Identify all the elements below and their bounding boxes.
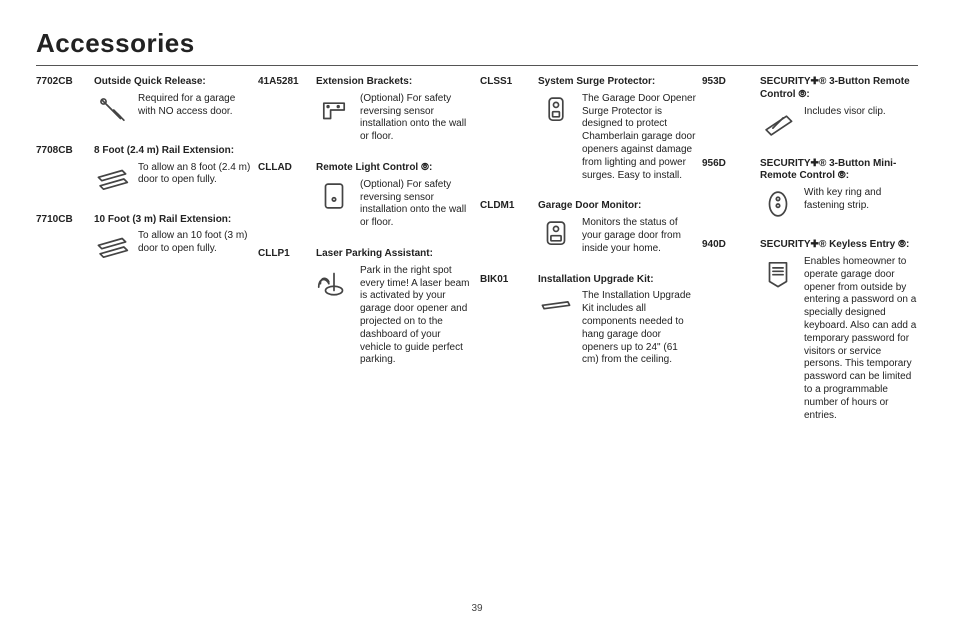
- page-title: Accessories: [36, 28, 918, 59]
- accessory-sku: 953D: [702, 76, 752, 140]
- accessory-body: SECURITY✚® 3-Button Remote Control ⦾: Inc…: [760, 76, 918, 140]
- accessory-row: To allow an 8 foot (2.4 m) door to open …: [94, 162, 252, 196]
- accessory-row: Enables homeowner to operate garage door…: [760, 256, 918, 422]
- accessory-body: System Surge Protector: The Garage Door O…: [538, 76, 696, 182]
- rail-icon: [94, 162, 130, 196]
- accessory-sku: CLSS1: [480, 76, 530, 182]
- accessory-row: (Optional) For safety reversing sensor i…: [316, 93, 474, 144]
- monitor-icon: [538, 217, 574, 251]
- accessory-sku: 7710CB: [36, 214, 86, 265]
- accessories-grid: 7702CB Outside Quick Release: Required for…: [36, 76, 918, 440]
- accessory-row: (Optional) For safety reversing sensor i…: [316, 179, 474, 230]
- accessory-name: 8 Foot (2.4 m) Rail Extension:: [94, 145, 252, 158]
- accessories-column: CLSS1 System Surge Protector: The Garage D…: [480, 76, 696, 440]
- accessory-description: The Installation Upgrade Kit includes al…: [582, 290, 696, 367]
- accessory-name: Remote Light Control ⦾:: [316, 162, 474, 175]
- accessory-description: Required for a garage with NO access doo…: [138, 93, 252, 119]
- accessory-body: Laser Parking Assistant: Park in the righ…: [316, 248, 474, 367]
- miniremote-icon: [760, 187, 796, 221]
- surge-icon: [538, 93, 574, 127]
- keypad-icon: [760, 256, 796, 290]
- accessory-description: (Optional) For safety reversing sensor i…: [360, 93, 474, 144]
- accessory-sku: CLLP1: [258, 248, 308, 367]
- kit-icon: [538, 290, 574, 324]
- accessory-body: Outside Quick Release: Required for a gar…: [94, 76, 252, 127]
- accessory-item: CLLP1 Laser Parking Assistant: Park in the…: [258, 248, 474, 367]
- accessory-row: To allow an 10 foot (3 m) door to open f…: [94, 230, 252, 264]
- accessory-description: Enables homeowner to operate garage door…: [804, 256, 918, 422]
- title-rule: [36, 65, 918, 66]
- accessory-item: BIK01 Installation Upgrade Kit: The Instal…: [480, 274, 696, 368]
- accessory-name: SECURITY✚® Keyless Entry ⦾:: [760, 239, 918, 252]
- accessory-body: SECURITY✚® 3-Button Mini-Remote Control …: [760, 158, 918, 222]
- accessories-column: 7702CB Outside Quick Release: Required for…: [36, 76, 252, 440]
- accessory-item: 956D SECURITY✚® 3-Button Mini-Remote Cont…: [702, 158, 918, 222]
- accessory-sku: 956D: [702, 158, 752, 222]
- accessories-column: 41A5281 Extension Brackets: (Optional) For…: [258, 76, 474, 440]
- accessory-description: To allow an 8 foot (2.4 m) door to open …: [138, 162, 252, 188]
- accessory-row: Required for a garage with NO access doo…: [94, 93, 252, 127]
- accessory-body: Extension Brackets: (Optional) For safety…: [316, 76, 474, 144]
- accessory-row: Park in the right spot every time! A las…: [316, 265, 474, 367]
- accessory-description: Monitors the status of your garage door …: [582, 217, 696, 255]
- accessories-page: Accessories 7702CBOutside Quick Release:…: [0, 0, 954, 636]
- accessory-sku: BIK01: [480, 274, 530, 368]
- accessory-name: 10 Foot (3 m) Rail Extension:: [94, 214, 252, 227]
- rail-icon: [94, 230, 130, 264]
- accessory-sku: 7702CB: [36, 76, 86, 127]
- accessory-name: System Surge Protector:: [538, 76, 696, 89]
- accessory-name: SECURITY✚® 3-Button Remote Control ⦾:: [760, 76, 918, 102]
- accessory-description: To allow an 10 foot (3 m) door to open f…: [138, 230, 252, 256]
- accessory-description: Includes visor clip.: [804, 106, 918, 119]
- accessory-item: CLSS1 System Surge Protector: The Garage D…: [480, 76, 696, 182]
- accessory-row: Monitors the status of your garage door …: [538, 217, 696, 255]
- accessory-body: 8 Foot (2.4 m) Rail Extension: To allow a…: [94, 145, 252, 196]
- accessory-body: SECURITY✚® Keyless Entry ⦾: Enables homeo…: [760, 239, 918, 422]
- accessory-description: With key ring and fastening strip.: [804, 187, 918, 213]
- accessory-sku: 940D: [702, 239, 752, 422]
- light-control-icon: [316, 179, 352, 213]
- accessory-row: The Installation Upgrade Kit includes al…: [538, 290, 696, 367]
- accessory-item: 41A5281 Extension Brackets: (Optional) For…: [258, 76, 474, 144]
- accessories-column: 953DSECURITY✚® 3-Button Remote Control ⦾…: [702, 76, 918, 440]
- accessory-sku: CLLAD: [258, 162, 308, 230]
- bracket-icon: [316, 93, 352, 127]
- accessory-item: 940D SECURITY✚® Keyless Entry ⦾: Enables h…: [702, 239, 918, 422]
- accessory-item: CLDM1 Garage Door Monitor: Monitors the st…: [480, 200, 696, 255]
- accessory-sku: 7708CB: [36, 145, 86, 196]
- accessory-name: Garage Door Monitor:: [538, 200, 696, 213]
- accessory-name: Installation Upgrade Kit:: [538, 274, 696, 287]
- accessory-item: 7702CB Outside Quick Release: Required for…: [36, 76, 252, 127]
- accessory-row: The Garage Door Opener Surge Protector i…: [538, 93, 696, 183]
- accessory-body: Installation Upgrade Kit: The Installatio…: [538, 274, 696, 368]
- quick-release-icon: [94, 93, 130, 127]
- accessory-description: The Garage Door Opener Surge Protector i…: [582, 93, 696, 183]
- accessory-name: Outside Quick Release:: [94, 76, 252, 89]
- accessory-name: SECURITY✚® 3-Button Mini-Remote Control …: [760, 158, 918, 184]
- accessory-item: 953DSECURITY✚® 3-Button Remote Control ⦾…: [702, 76, 918, 140]
- accessory-sku: 41A5281: [258, 76, 308, 144]
- accessory-name: Extension Brackets:: [316, 76, 474, 89]
- laser-icon: [316, 265, 352, 299]
- accessory-body: Garage Door Monitor: Monitors the status …: [538, 200, 696, 255]
- accessory-item: 7708CB 8 Foot (2.4 m) Rail Extension: To a…: [36, 145, 252, 196]
- remote3-icon: [760, 106, 796, 140]
- accessory-body: 10 Foot (3 m) Rail Extension: To allow an…: [94, 214, 252, 265]
- accessory-row: With key ring and fastening strip.: [760, 187, 918, 221]
- accessory-body: Remote Light Control ⦾: (Optional) For sa…: [316, 162, 474, 230]
- accessory-description: Park in the right spot every time! A las…: [360, 265, 474, 367]
- page-number: 39: [0, 603, 954, 614]
- accessory-sku: CLDM1: [480, 200, 530, 255]
- accessory-name: Laser Parking Assistant:: [316, 248, 474, 261]
- accessory-row: Includes visor clip.: [760, 106, 918, 140]
- accessory-description: (Optional) For safety reversing sensor i…: [360, 179, 474, 230]
- accessory-item: 7710CB 10 Foot (3 m) Rail Extension: To al…: [36, 214, 252, 265]
- accessory-item: CLLAD Remote Light Control ⦾: (Optional) F…: [258, 162, 474, 230]
